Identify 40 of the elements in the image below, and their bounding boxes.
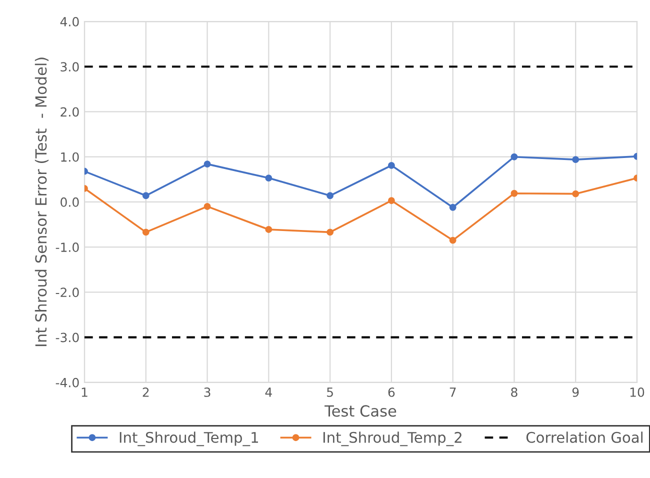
y-tick-label: 1.0	[61, 152, 79, 162]
x-tick-label: 9	[572, 387, 579, 397]
y-axis-title: Int Shroud Sensor Error (Test - Model)	[34, 58, 49, 346]
x-tick-label: 10	[630, 387, 644, 397]
y-tick-label: -3.0	[56, 332, 79, 342]
point	[388, 162, 395, 169]
point	[204, 160, 211, 168]
legend-label: Correlation Goal	[526, 432, 643, 443]
legend-label: Int_Shroud_Temp_2	[323, 432, 462, 446]
y-tick-label: 4.0	[60, 16, 79, 26]
point	[449, 204, 456, 211]
x-tick-label: 1	[82, 388, 88, 397]
point	[142, 228, 150, 236]
point	[510, 153, 518, 160]
y-tick-label: 3.0	[60, 62, 79, 72]
y-tick-label: -4.0	[56, 378, 79, 388]
point	[572, 190, 580, 198]
point	[449, 236, 456, 244]
y-tick-label: 2.0	[60, 107, 79, 117]
y-tick-label: 0.0	[60, 197, 79, 207]
y-tick-label: -2.0	[56, 288, 79, 298]
x-tick-label: 8	[511, 387, 518, 397]
x-tick-label: 5	[327, 388, 333, 397]
x-tick-label: 4	[265, 388, 272, 397]
point	[326, 228, 334, 236]
x-tick-label: 6	[388, 387, 395, 397]
point	[326, 192, 334, 200]
x-tick-label: 3	[204, 387, 210, 397]
point	[510, 190, 518, 197]
x-axis-title: Test Case	[324, 405, 396, 417]
point	[572, 156, 580, 164]
point	[388, 197, 395, 204]
point	[142, 192, 150, 200]
point	[265, 226, 272, 233]
y-tick-label: -1.0	[56, 242, 79, 252]
point	[204, 202, 211, 210]
legend-label: Int_Shroud_Temp_1	[120, 432, 258, 446]
point	[265, 174, 272, 182]
x-tick-label: 2	[142, 387, 149, 397]
x-tick-label: 7	[450, 388, 456, 397]
